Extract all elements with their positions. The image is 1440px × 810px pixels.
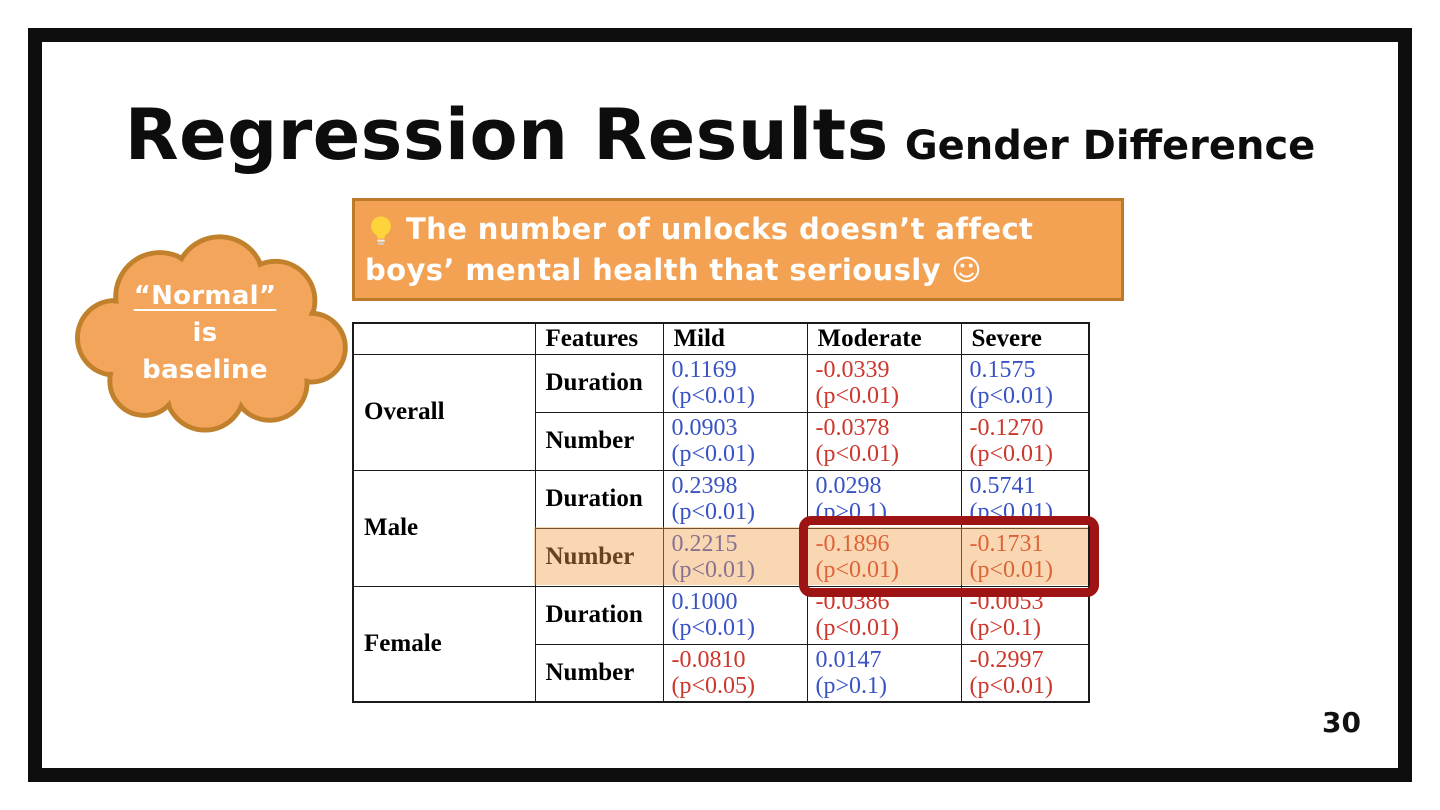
table-row-highlighted: Number 0.2215 (p<0.01) -0.1896 (p<0.01) …: [353, 527, 1090, 587]
cell-male-duration-mild: 0.2398 (p<0.01): [662, 469, 808, 529]
callout-line1: The number of unlocks doesn’t affect: [365, 209, 1109, 250]
column-header-moderate: Moderate: [806, 322, 962, 355]
coefficient-value: 0.5741: [969, 473, 1036, 499]
p-value: (p<0.01): [969, 441, 1054, 467]
cell-female-number-severe: -0.2997 (p<0.01): [960, 643, 1090, 703]
table-row: Number -0.0810 (p<0.05) 0.0147 (p>0.1) -…: [353, 643, 1090, 703]
coefficient-value: 0.0903: [671, 415, 738, 441]
cell-male-duration-moderate: 0.0298 (p>0.1): [806, 469, 962, 529]
coefficient-value: -0.0378: [815, 415, 890, 441]
p-value: (p<0.01): [671, 557, 756, 583]
p-value: (p<0.01): [671, 441, 756, 467]
coefficient-value: -0.0386: [815, 589, 890, 615]
slide-border-frame: [28, 28, 1412, 782]
cloud-line-baseline: baseline: [142, 354, 268, 385]
cell-female-duration-moderate: -0.0386 (p<0.01): [806, 585, 962, 645]
p-value: (p>0.1): [815, 499, 888, 525]
regression-table: Features Mild Moderate Severe Overall Du…: [352, 322, 1090, 703]
p-value: (p<0.05): [671, 672, 756, 699]
feature-female-number: Number: [534, 643, 664, 703]
callout-text-line1: The number of unlocks doesn’t affect: [406, 212, 1034, 246]
cell-male-number-moderate: -0.1896 (p<0.01): [806, 527, 962, 587]
column-header-severe: Severe: [960, 322, 1090, 355]
cloud-line-normal: “Normal”: [133, 280, 277, 311]
coefficient-value: 0.1575: [969, 357, 1036, 383]
group-label-female: Female: [352, 585, 536, 703]
feature-male-number: Number: [534, 527, 664, 587]
feature-female-duration: Duration: [534, 585, 664, 645]
cell-female-number-mild: -0.0810 (p<0.05): [662, 643, 808, 703]
cell-female-duration-mild: 0.1000 (p<0.01): [662, 585, 808, 645]
cell-overall-number-mild: 0.0903 (p<0.01): [662, 411, 808, 471]
cloud-line-is: is: [192, 317, 218, 348]
coefficient-value: -0.1270: [969, 415, 1044, 441]
baseline-note-cloud: “Normal” is baseline: [54, 228, 356, 434]
p-value: (p<0.01): [815, 383, 900, 409]
cell-overall-number-severe: -0.1270 (p<0.01): [960, 411, 1090, 471]
coefficient-value: -0.1731: [969, 531, 1044, 557]
table-corner-cell: [352, 322, 536, 355]
cell-overall-duration-moderate: -0.0339 (p<0.01): [806, 353, 962, 413]
p-value: (p<0.01): [815, 557, 900, 583]
p-value: (p<0.01): [815, 441, 900, 467]
feature-overall-duration: Duration: [534, 353, 664, 413]
cell-overall-number-moderate: -0.0378 (p<0.01): [806, 411, 962, 471]
p-value: (p<0.01): [969, 383, 1054, 409]
p-value: (p<0.01): [671, 499, 756, 525]
title-row: Regression Results Gender Difference: [0, 94, 1440, 176]
regression-table-area: Features Mild Moderate Severe Overall Du…: [352, 322, 1099, 703]
table-row: Male Duration 0.2398 (p<0.01) 0.0298 (p>…: [352, 469, 1090, 587]
coefficient-value: -0.0810: [671, 646, 746, 673]
insight-callout-box: The number of unlocks doesn’t affect boy…: [352, 198, 1124, 301]
group-label-overall: Overall: [352, 353, 536, 471]
cell-male-duration-severe: 0.5741 (p<0.01): [960, 469, 1090, 529]
page-subtitle: Gender Difference: [904, 123, 1316, 169]
cloud-shape-icon: [75, 234, 348, 433]
table-row: Female Duration 0.1000 (p<0.01) -0.0386 …: [352, 585, 1090, 703]
coefficient-value: -0.0053: [969, 589, 1044, 615]
lightbulb-icon: [371, 215, 391, 245]
column-header-features: Features: [534, 322, 664, 355]
p-value: (p<0.01): [969, 499, 1054, 525]
cell-overall-duration-mild: 0.1169 (p<0.01): [662, 353, 808, 413]
p-value: (p>0.1): [815, 672, 888, 699]
feature-overall-number: Number: [534, 411, 664, 471]
cloud-text: “Normal” is baseline: [54, 228, 356, 434]
coefficient-value: 0.1169: [671, 357, 737, 383]
coefficient-value: -0.2997: [969, 646, 1044, 673]
table-row: Overall Duration 0.1169 (p<0.01) -0.0339…: [352, 353, 1090, 471]
p-value: (p<0.01): [671, 383, 756, 409]
coefficient-value: 0.2215: [671, 531, 738, 557]
p-value: (p<0.01): [671, 615, 756, 641]
coefficient-value: 0.1000: [671, 589, 738, 615]
cell-male-number-severe: -0.1731 (p<0.01): [960, 527, 1090, 587]
feature-male-duration: Duration: [534, 469, 664, 529]
page-title: Regression Results: [124, 94, 889, 176]
p-value: (p<0.01): [969, 557, 1054, 583]
coefficient-value: 0.2398: [671, 473, 738, 499]
coefficient-value: 0.0147: [815, 646, 882, 673]
cell-female-duration-severe: -0.0053 (p>0.1): [960, 585, 1090, 645]
p-value: (p>0.1): [969, 615, 1042, 641]
coefficient-value: -0.0339: [815, 357, 890, 383]
group-label-male: Male: [352, 469, 536, 587]
callout-text-line2: boys’ mental health that seriously ☺: [365, 253, 982, 287]
table-header-row: Features Mild Moderate Severe: [352, 322, 1090, 355]
cell-male-number-mild: 0.2215 (p<0.01): [662, 527, 808, 587]
coefficient-value: 0.0298: [815, 473, 882, 499]
coefficient-value: -0.1896: [815, 531, 890, 557]
p-value: (p<0.01): [969, 672, 1054, 699]
cell-female-number-moderate: 0.0147 (p>0.1): [806, 643, 962, 703]
page-number: 30: [1322, 706, 1361, 739]
cell-overall-duration-severe: 0.1575 (p<0.01): [960, 353, 1090, 413]
column-header-mild: Mild: [662, 322, 808, 355]
p-value: (p<0.01): [815, 615, 900, 641]
